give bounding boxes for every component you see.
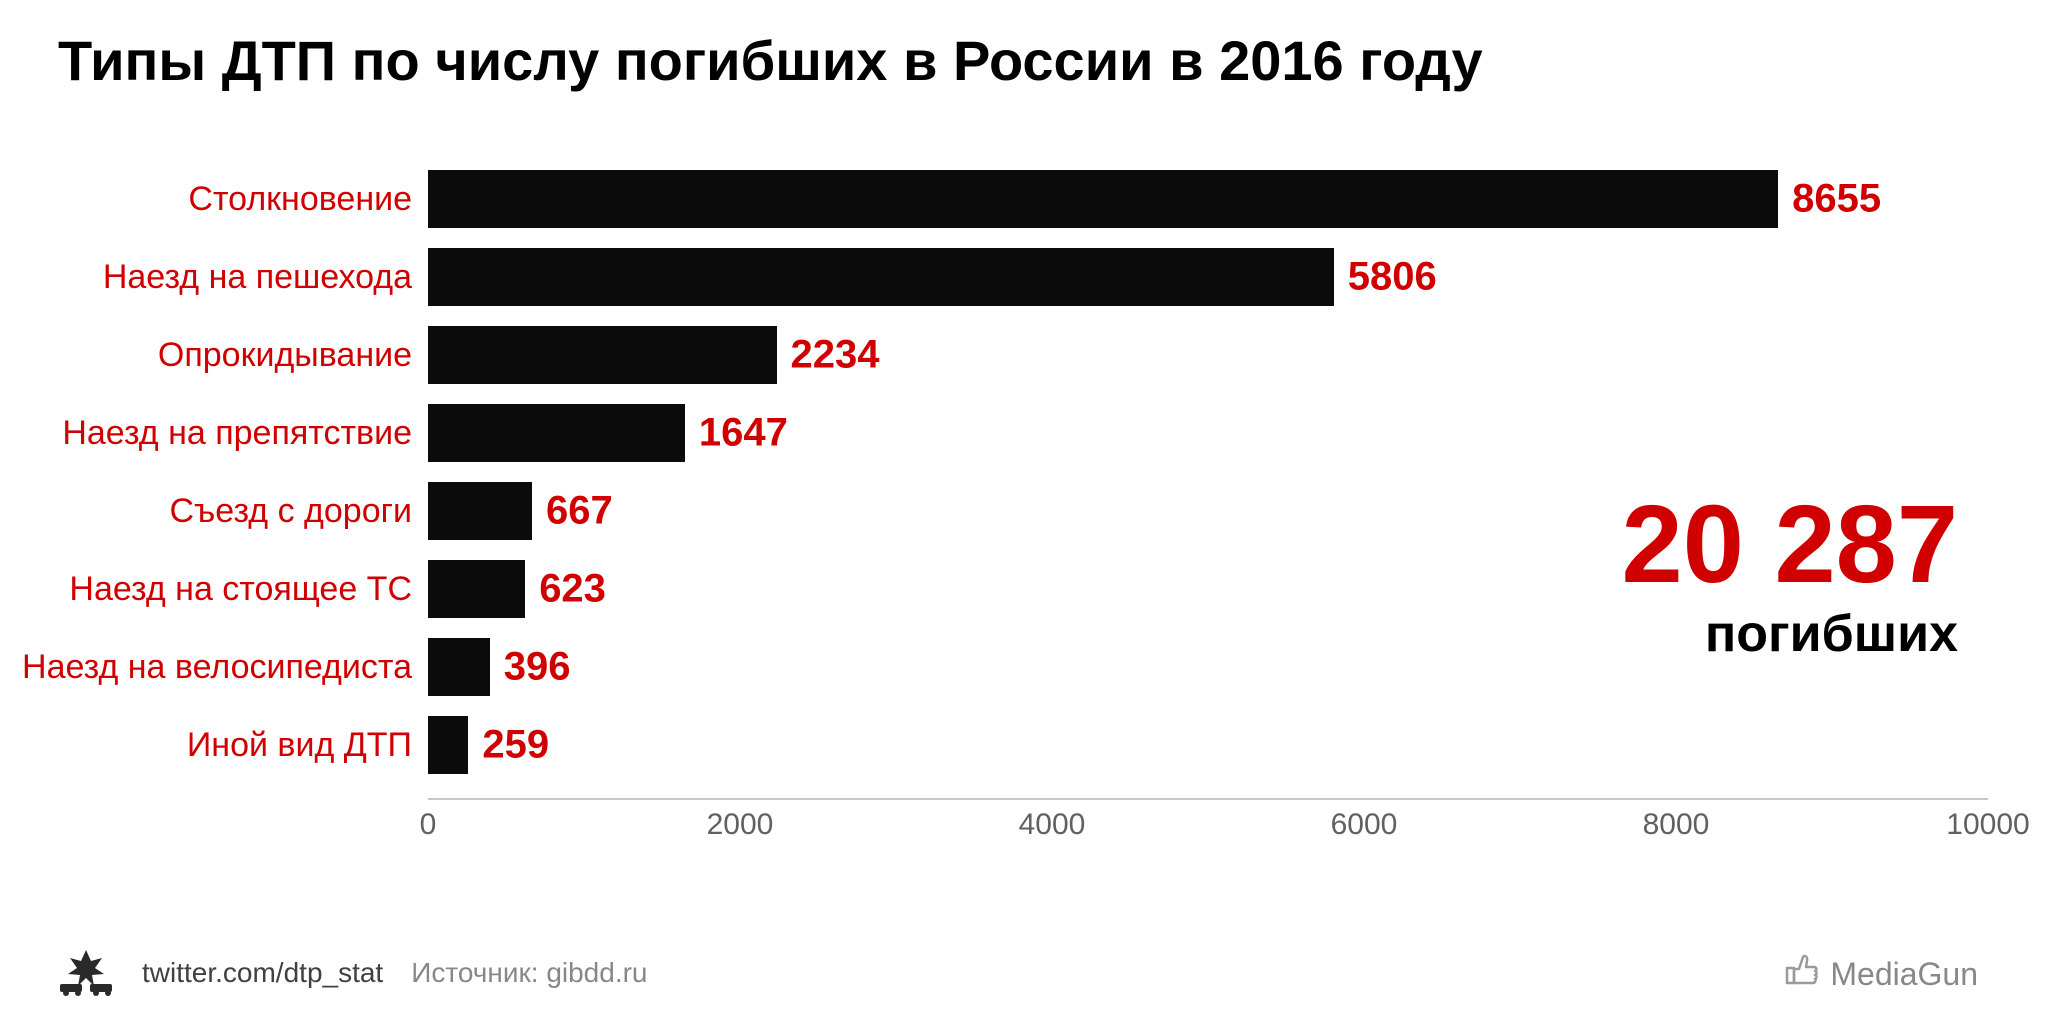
crash-icon <box>58 950 114 996</box>
x-tick: 4000 <box>1019 808 1086 842</box>
category-label: Опрокидывание <box>0 336 428 375</box>
value-label: 8655 <box>1792 177 1881 222</box>
bar-row: Наезд на препятствие 1647 <box>0 394 2048 472</box>
total-label: погибших <box>1622 604 1958 664</box>
footer: twitter.com/dtp_stat Источник: gibdd.ru <box>58 950 648 996</box>
category-label: Наезд на стоящее ТС <box>0 570 428 609</box>
category-label: Наезд на препятствие <box>0 414 428 453</box>
chart-area: Столкновение 8655 Наезд на пешехода 5806 Опр… <box>0 160 2048 784</box>
bar <box>428 170 1778 228</box>
bar <box>428 482 532 540</box>
value-label: 259 <box>482 723 549 768</box>
category-label: Съезд с дороги <box>0 492 428 531</box>
thumbs-up-icon <box>1784 952 1820 996</box>
x-axis: 0200040006000800010000 <box>428 798 1988 858</box>
total-block: 20 287 погибших <box>1622 490 1958 664</box>
bar-row: Опрокидывание 2234 <box>0 316 2048 394</box>
bar <box>428 248 1334 306</box>
value-label: 623 <box>539 567 606 612</box>
category-label: Наезд на велосипедиста <box>0 648 428 687</box>
x-tick: 2000 <box>707 808 774 842</box>
value-label: 1647 <box>699 411 788 456</box>
bar-wrap: 259 <box>428 706 2048 784</box>
x-tick: 8000 <box>1643 808 1710 842</box>
bar-wrap: 1647 <box>428 394 2048 472</box>
category-label: Наезд на пешехода <box>0 258 428 297</box>
brand: MediaGun <box>1784 952 1978 996</box>
bar-wrap: 2234 <box>428 316 2048 394</box>
total-number: 20 287 <box>1622 490 1958 600</box>
value-label: 667 <box>546 489 613 534</box>
category-label: Столкновение <box>0 180 428 219</box>
footer-source-prefix: Источник: <box>411 957 538 988</box>
bar-wrap: 5806 <box>428 238 2048 316</box>
bar <box>428 404 685 462</box>
bar <box>428 560 525 618</box>
category-label: Иной вид ДТП <box>0 726 428 765</box>
x-tick: 0 <box>420 808 437 842</box>
bar-row: Иной вид ДТП 259 <box>0 706 2048 784</box>
bar <box>428 326 777 384</box>
chart-title: Типы ДТП по числу погибших в России в 20… <box>58 28 1483 93</box>
value-label: 396 <box>504 645 571 690</box>
brand-label: MediaGun <box>1830 956 1978 993</box>
x-tick: 10000 <box>1946 808 2029 842</box>
bar <box>428 716 468 774</box>
x-tick: 6000 <box>1331 808 1398 842</box>
bar-row: Наезд на пешехода 5806 <box>0 238 2048 316</box>
footer-twitter: twitter.com/dtp_stat <box>142 957 383 989</box>
footer-source-value: gibdd.ru <box>546 957 647 988</box>
footer-source: Источник: gibdd.ru <box>411 957 647 989</box>
value-label: 2234 <box>791 333 880 378</box>
axis-line <box>428 798 1988 800</box>
bar-wrap: 8655 <box>428 160 2048 238</box>
value-label: 5806 <box>1348 255 1437 300</box>
bar-row: Столкновение 8655 <box>0 160 2048 238</box>
bar <box>428 638 490 696</box>
